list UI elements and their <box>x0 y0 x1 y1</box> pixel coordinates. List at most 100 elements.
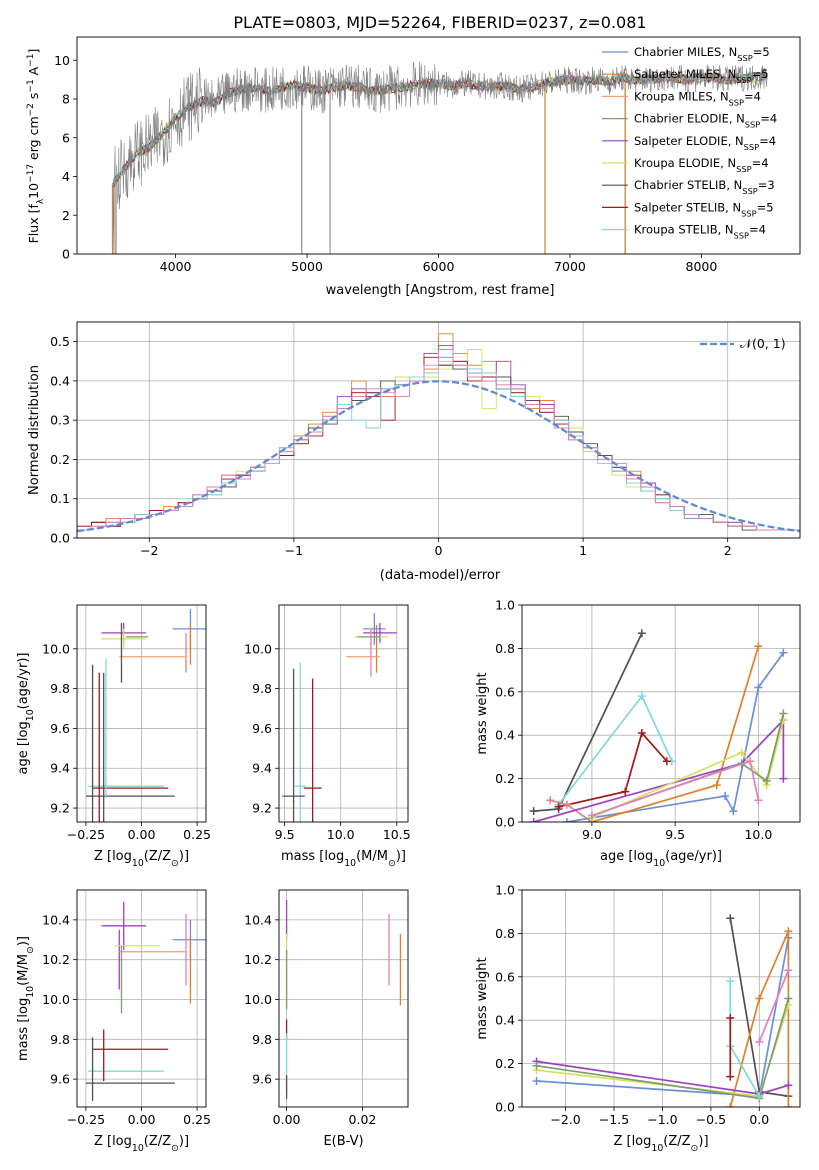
y-tick-label: 10.4 <box>42 912 70 927</box>
legend-label-part: =4 <box>752 156 769 170</box>
legend-label: Kroupa MILES, NSSP=4 <box>634 89 761 107</box>
y-tick-label: 10.2 <box>42 952 70 967</box>
x-tick-label: −0.5 <box>696 1112 726 1127</box>
y-axis-label-part: −1 <box>26 54 36 67</box>
axes-frame <box>76 36 801 255</box>
legend-label-part: Chabrier MILES, N <box>634 45 737 59</box>
y-axis-label-part: Flux [f <box>26 204 41 244</box>
x-tick-label: −1.0 <box>647 1112 677 1127</box>
y-axis-label-part: ⊙ <box>25 946 36 954</box>
x-axis-label: E(B-V) <box>323 1134 363 1149</box>
y-tick-label: 0.0 <box>495 815 515 830</box>
legend-label-part: =4 <box>744 89 761 103</box>
x-tick-label: 9.5 <box>665 827 685 842</box>
y-axis-label-part: −17 <box>26 164 36 183</box>
weight-point <box>721 791 730 800</box>
weight-point <box>779 648 788 657</box>
legend-label-part: Kroupa STELIB, N <box>634 223 734 237</box>
y-axis-label-part: (M/M <box>16 954 31 986</box>
y-tick-label: 9.6 <box>252 1072 272 1087</box>
y-axis-label-part: mass [log <box>16 998 31 1061</box>
x-tick-label: −2.0 <box>550 1112 580 1127</box>
legend-label-part: SSP <box>729 97 744 107</box>
y-tick-label: 0.2 <box>50 452 70 467</box>
y-tick-label: 10.4 <box>244 912 272 927</box>
legend-label-part: =4 <box>759 134 776 148</box>
weight-point <box>762 776 771 785</box>
x-tick-label: 5000 <box>291 259 323 274</box>
x-axis-label-part: (M/M <box>356 849 388 864</box>
x-tick-label: 9.5 <box>275 827 295 842</box>
x-tick-label: 1 <box>579 543 587 558</box>
weight-point <box>621 787 630 796</box>
x-axis-label: Z [log10(Z/Z⊙)] <box>94 1134 189 1154</box>
plot-area <box>77 333 800 533</box>
legend-label-part: Kroupa ELODIE, N <box>634 156 736 170</box>
x-tick-label: −2 <box>140 543 158 558</box>
massweight-vs-metallicity-panel: −2.0 −1.5 −1.0 −0.5 0.0 0.0 0.2 0.4 0.6 0.8 1.0 Z [… <box>475 883 801 1154</box>
spectrum-panel: 4000 5000 6000 7000 8000 0 2 4 6 8 10 Chabrier MILE… <box>26 36 801 298</box>
weight-point <box>746 757 755 766</box>
legend-label-part: Chabrier ELODIE, N <box>634 112 745 126</box>
weight-point <box>546 796 555 805</box>
x-axis-label-part: 10 <box>132 858 144 869</box>
x-axis-label-part: 10 <box>653 858 665 869</box>
y-tick-label: 9.6 <box>50 721 70 736</box>
legend-label: Salpeter MILES, NSSP=5 <box>634 67 769 85</box>
residuals-panel: −2 −1 0 1 2 0.0 0.1 0.2 0.3 0.4 0.5 𝒩(0, 1) (data-mo… <box>27 321 801 583</box>
legend-label: Chabrier MILES, NSSP=5 <box>634 45 770 63</box>
x-tick-label: −1 <box>285 543 303 558</box>
x-axis-label: Z [log10(Z/Z⊙)] <box>94 849 189 869</box>
y-axis-label-part: −1 <box>26 79 36 92</box>
x-axis-label: mass [log10(M/M⊙)] <box>281 849 406 869</box>
plot-area <box>282 612 397 822</box>
plot-area <box>529 629 788 822</box>
axes-frame <box>278 604 409 823</box>
weight-point <box>754 642 763 651</box>
x-axis-label-part: ⊙ <box>388 858 396 869</box>
weight-point <box>755 1037 764 1046</box>
y-tick-label: 10 <box>54 53 70 68</box>
y-tick-label: 10.2 <box>244 952 272 967</box>
legend-label-part: SSP <box>734 231 749 241</box>
x-axis-label-part: mass [log <box>281 849 344 864</box>
mass-vs-extinction-panel: 0.00 0.02 9.6 9.8 10.0 10.2 10.4 E(B-V) <box>244 889 409 1149</box>
y-tick-label: 9.8 <box>252 1032 272 1047</box>
x-tick-label: −0.25 <box>67 827 105 842</box>
y-axis-label: mass weight <box>475 957 490 1039</box>
legend-label: Kroupa STELIB, NSSP=4 <box>634 223 766 241</box>
y-tick-label: 10.0 <box>42 641 70 656</box>
y-tick-label: 0.6 <box>495 684 515 699</box>
x-tick-label: 10.0 <box>327 827 355 842</box>
legend-label-part: =5 <box>753 45 770 59</box>
x-tick-label: 0.02 <box>349 1112 377 1127</box>
legend-label-part: Salpeter STELIB, N <box>634 200 741 214</box>
y-axis-label-part: 10 <box>25 986 36 998</box>
y-tick-label: 0.2 <box>495 771 515 786</box>
y-tick-label: 1.0 <box>495 598 515 613</box>
x-axis-label-part: Z [log <box>94 849 132 864</box>
weight-point <box>755 994 764 1003</box>
x-axis-label-part: 10 <box>651 1143 663 1154</box>
legend-label-part: =4 <box>749 223 766 237</box>
weight-point <box>784 1081 793 1090</box>
y-axis-label-part: λ <box>36 198 46 204</box>
x-axis-label: wavelength [Angstrom, rest frame] <box>326 283 555 298</box>
weight-point <box>662 757 671 766</box>
x-axis-label-part: (age/yr)] <box>665 849 722 864</box>
x-tick-label: 0.25 <box>183 827 211 842</box>
weight-point <box>532 1061 541 1070</box>
legend-label-part: Salpeter MILES, N <box>634 67 736 81</box>
x-axis-label-part: (Z/Z <box>144 1134 171 1149</box>
y-tick-label: 0.8 <box>495 926 515 941</box>
weight-point <box>755 1092 764 1101</box>
weight-series-6 <box>729 981 761 1097</box>
weight-point <box>562 800 571 809</box>
x-axis-label-part: ⊙ <box>691 1143 699 1154</box>
y-tick-label: 0.0 <box>495 1100 515 1115</box>
x-tick-label: 7000 <box>554 259 586 274</box>
x-tick-label: 0 <box>435 543 443 558</box>
model-spectrum-8 <box>112 71 768 186</box>
plot-area <box>285 899 402 1100</box>
weight-point <box>637 729 646 738</box>
